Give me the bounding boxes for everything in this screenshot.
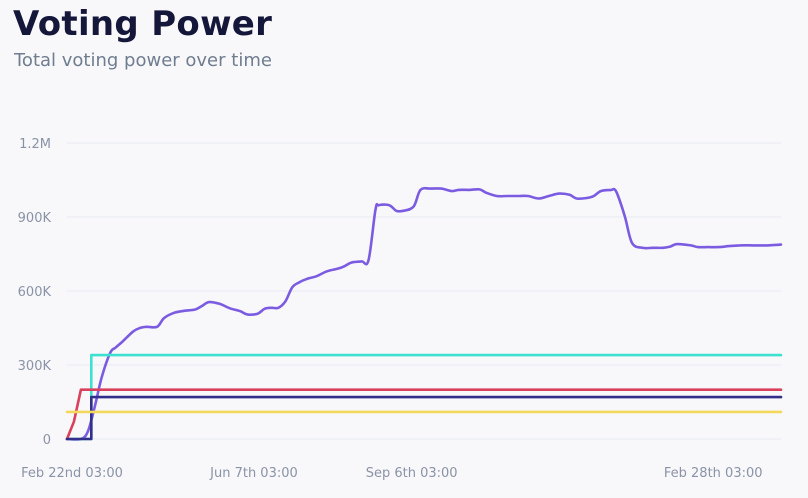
y-tick-label: 1.2M bbox=[19, 137, 51, 152]
x-tick-label: Jun 7th 03:00 bbox=[209, 466, 298, 481]
grid bbox=[67, 142, 781, 440]
series-lines bbox=[65, 186, 783, 441]
y-axis: 0 300K 600K 900K 1.2M bbox=[18, 137, 52, 448]
x-tick-label: Sep 6th 03:00 bbox=[366, 466, 458, 481]
chart-subtitle: Total voting power over time bbox=[14, 50, 272, 71]
y-tick-label: 300K bbox=[18, 359, 52, 374]
chart-title: Voting Power bbox=[13, 4, 273, 44]
y-tick-label: 0 bbox=[43, 433, 51, 448]
series-line-4[interactable] bbox=[65, 395, 783, 441]
series-line-3[interactable] bbox=[65, 388, 783, 441]
x-tick-label: Feb 28th 03:00 bbox=[664, 466, 763, 481]
series-line-1[interactable] bbox=[65, 186, 783, 441]
x-axis: Feb 22nd 03:00 Jun 7th 03:00 Sep 6th 03:00… bbox=[21, 466, 762, 481]
x-tick-label: Feb 22nd 03:00 bbox=[21, 466, 123, 481]
y-tick-label: 900K bbox=[18, 211, 52, 226]
y-tick-label: 600K bbox=[18, 285, 52, 300]
